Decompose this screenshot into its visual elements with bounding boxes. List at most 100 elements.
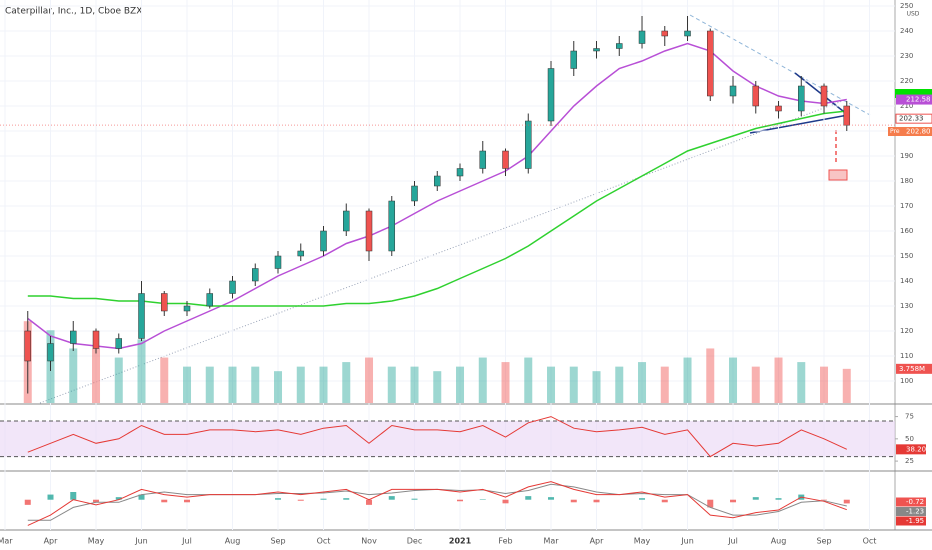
macd-label: -1.23 [906,508,924,516]
candle-body [70,330,77,344]
histogram-bar [93,499,100,503]
x-tick-label: Feb [498,537,512,546]
y-tick-label: 110 [900,352,913,360]
volume-bar [660,366,669,403]
macd-label: -1.95 [906,517,924,525]
y-tick-label: 230 [900,52,913,60]
volume-bar [569,366,578,403]
trend-line [689,14,871,116]
histogram-bar [752,497,759,500]
x-tick-label: Sep [816,537,831,546]
candle-body [434,175,441,187]
volume-bar [433,371,442,403]
histogram-bar [115,497,122,500]
y-tick-label: 210 [900,102,913,110]
histogram-bar [593,499,600,503]
y-tick-label: 100 [900,377,913,385]
volume-bar [524,357,533,403]
x-tick-label: Mar [543,537,559,546]
y-tick-label: 160 [900,227,913,235]
volume-bar [228,366,237,403]
candle-body [752,85,760,107]
x-tick-label: Aug [771,537,787,546]
x-tick-label: Mar [0,537,13,546]
volume-bar [638,362,647,403]
candle-body [616,43,623,49]
x-tick-label: Apr [590,537,605,546]
candle-body [411,185,418,202]
histogram-bar [275,498,282,500]
volume-bar [251,366,260,403]
candle-body [798,85,805,112]
x-tick-label: May [88,537,105,546]
premarket-box [888,127,932,136]
y-tick-label: 170 [900,202,913,210]
value-label-box [896,516,926,526]
candle-body [456,168,464,177]
volume-bar [410,366,419,403]
y-tick-label: 140 [900,277,913,285]
last-price: 202.33 [899,115,924,123]
x-tick-label: Dec [407,537,422,546]
x-tick-label: Jun [680,537,694,546]
macd-line [27,481,847,526]
candle-body [707,30,714,97]
volume-bar [69,348,78,403]
histogram-bar [343,498,350,500]
rsi-label: 38.20 [906,445,926,453]
price-label-box [895,113,932,124]
ma-label-box [896,94,932,105]
rsi-band [0,421,895,457]
macd-label: -0.72 [906,498,924,506]
premarket-tag: Pre [890,128,900,135]
x-tick-label: May [634,537,651,546]
y-tick-label: 50 [905,435,914,443]
volume-bar [751,366,760,403]
drawings [39,14,932,404]
x-tick-label: Jul [727,537,738,546]
candle-body [365,210,373,252]
value-label-box [896,363,932,374]
candle-body [570,50,578,69]
histogram-bar [184,499,191,503]
y-tick-label: 25 [905,457,914,465]
volume-bar [683,357,692,403]
candle-body [638,30,646,44]
candle-body [388,200,396,252]
candle-body [320,230,327,252]
histogram-bar [24,499,31,505]
histogram-bar [479,499,486,500]
histogram-bar [457,499,464,502]
volume-bar [296,366,305,403]
premarket-price: 202.80 [906,128,931,136]
volume-bar [274,371,283,403]
volume-bar [547,366,556,403]
rsi-line [27,416,848,458]
histogram-bar [570,499,577,503]
histogram-bar [730,499,737,503]
x-tick-label: Apr [44,537,59,546]
candle-body [229,280,236,294]
volume-bar [456,366,465,403]
x-tick-label: Jul [181,537,192,546]
histogram-bar [320,498,327,500]
candle-body [661,30,669,37]
y-tick-label: 250 [900,2,913,10]
volume-bar [342,362,351,403]
volume-bar [92,348,101,403]
candle-body [684,30,691,37]
candle-body [843,105,851,126]
volume-bar [114,357,123,403]
value-label-box [896,497,926,507]
volume-bar [706,348,715,403]
value-label-box [896,507,926,516]
volume-bar [820,366,829,403]
x-tick-label: Oct [863,537,877,546]
candle-body [183,305,191,312]
candle-body [115,338,123,349]
candle-body [24,330,32,362]
candle-body [729,85,737,97]
candle-body [343,210,350,232]
